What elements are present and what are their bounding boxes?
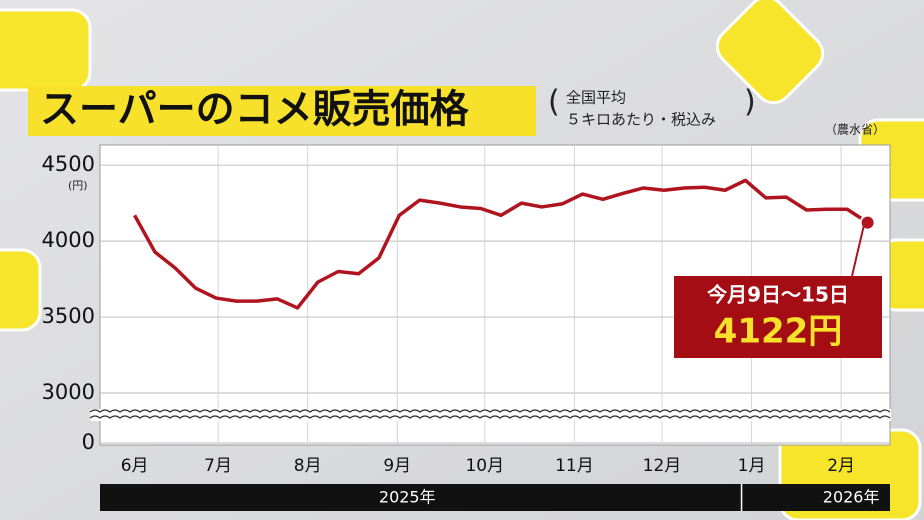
x-tick-label: 10月 xyxy=(465,456,504,476)
y-unit: (円) xyxy=(68,179,88,192)
y-tick-label: 4500 xyxy=(42,152,95,176)
annotation: 今月9日～15日 xyxy=(707,283,849,307)
subtitle: 全国平均 xyxy=(566,89,626,107)
data-point xyxy=(859,214,876,231)
callout-line xyxy=(851,226,865,277)
x-tick-label: 6月 xyxy=(121,456,149,476)
x-tick-label: 8月 xyxy=(294,456,322,476)
data-line xyxy=(133,178,869,310)
axis-break xyxy=(89,415,891,419)
y-tick-label: 4000 xyxy=(42,228,95,252)
x-tick-label: 9月 xyxy=(383,456,411,476)
x-tick-label: 2月 xyxy=(827,456,855,476)
y-tick-label: 3000 xyxy=(42,380,95,404)
x-tick-label: 1月 xyxy=(738,456,766,476)
source: （農水省） xyxy=(825,123,885,137)
x-tick-label: 12月 xyxy=(643,456,682,476)
subtitle: ５キロあたり・税込み xyxy=(566,111,716,129)
year-label: 2026年 xyxy=(823,488,880,507)
x-tick-label: 11月 xyxy=(555,456,594,476)
year-bar xyxy=(100,484,890,511)
callout-box xyxy=(674,276,882,358)
y-tick-label: 3500 xyxy=(42,304,95,328)
y-tick-label: 0 xyxy=(82,430,95,454)
chart-title: スーパーのコメ販売価格 xyxy=(40,88,470,133)
year-label: 2025年 xyxy=(379,488,436,507)
bracket: ) xyxy=(744,85,756,120)
x-tick-label: 7月 xyxy=(204,456,232,476)
value-label: 4122円 xyxy=(714,312,843,352)
bracket: ( xyxy=(548,85,560,120)
axis-break xyxy=(89,409,891,413)
title-box xyxy=(28,86,536,136)
